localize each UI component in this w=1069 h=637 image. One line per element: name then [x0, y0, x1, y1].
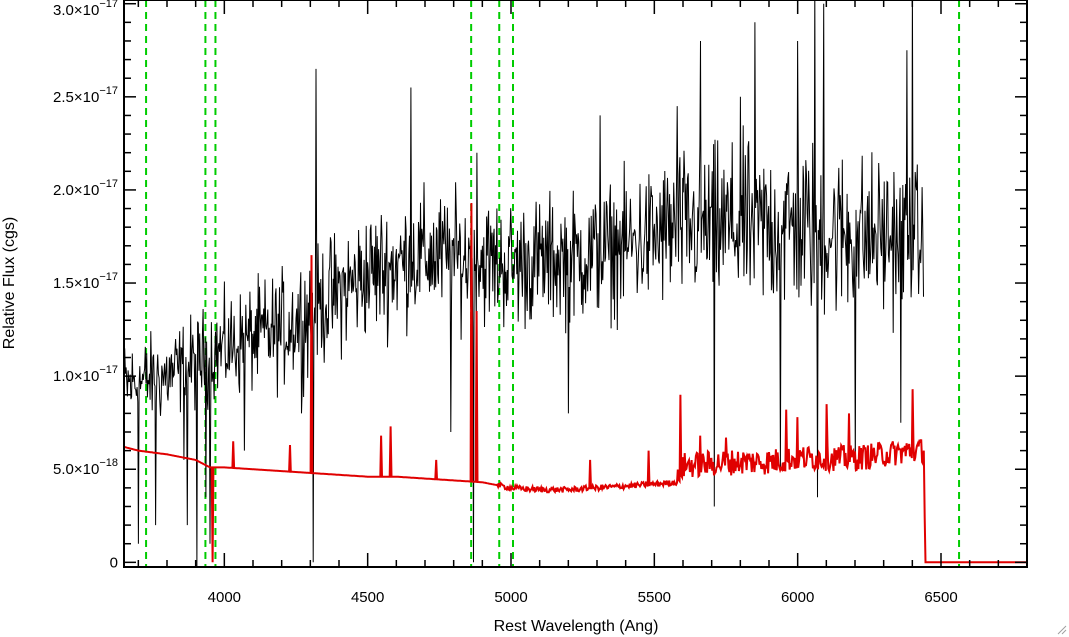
y-tick-label: 2.5×10−17 — [53, 85, 118, 106]
model-spectrum-line — [123, 202, 1027, 564]
x-axis-title: Rest Wavelength (Ang) — [494, 618, 659, 635]
y-tick-label: 1.0×10−17 — [53, 364, 118, 385]
x-tick-label: 4500 — [351, 589, 384, 606]
y-tick-label: 3.0×10−17 — [53, 0, 118, 19]
x-tick-label: 5000 — [494, 589, 527, 606]
y-tick-label: 1.5×10−17 — [53, 271, 118, 292]
resize-grip-icon[interactable] — [1055, 623, 1067, 635]
tick-marks — [124, 0, 1028, 567]
model-spectrum-series — [123, 202, 1027, 564]
x-tick-label: 6500 — [924, 589, 957, 606]
x-tick-label: 6000 — [781, 589, 814, 606]
observed-spectrum-line — [123, 0, 924, 567]
y-tick-label: 0 — [110, 554, 118, 571]
x-tick-labels: 4000 4500 5000 5500 6000 6500 — [208, 589, 958, 606]
y-tick-label: 2.0×10−17 — [53, 178, 118, 199]
y-tick-label: 5.0×10−18 — [53, 457, 118, 478]
x-tick-label: 5500 — [638, 589, 671, 606]
x-tick-label: 4000 — [208, 589, 241, 606]
y-tick-labels: 0 5.0×10−18 1.0×10−17 1.5×10−17 2.0×10−17 2.5… — [53, 0, 118, 571]
observed-spectrum-series — [123, 0, 924, 567]
y-axis-title: Relative Flux (cgs) — [1, 217, 18, 349]
